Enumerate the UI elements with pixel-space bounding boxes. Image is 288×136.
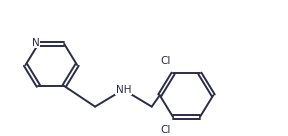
Text: Cl: Cl <box>161 125 171 135</box>
Text: N: N <box>32 38 39 48</box>
Text: NH: NH <box>116 85 131 95</box>
Text: Cl: Cl <box>161 56 171 66</box>
